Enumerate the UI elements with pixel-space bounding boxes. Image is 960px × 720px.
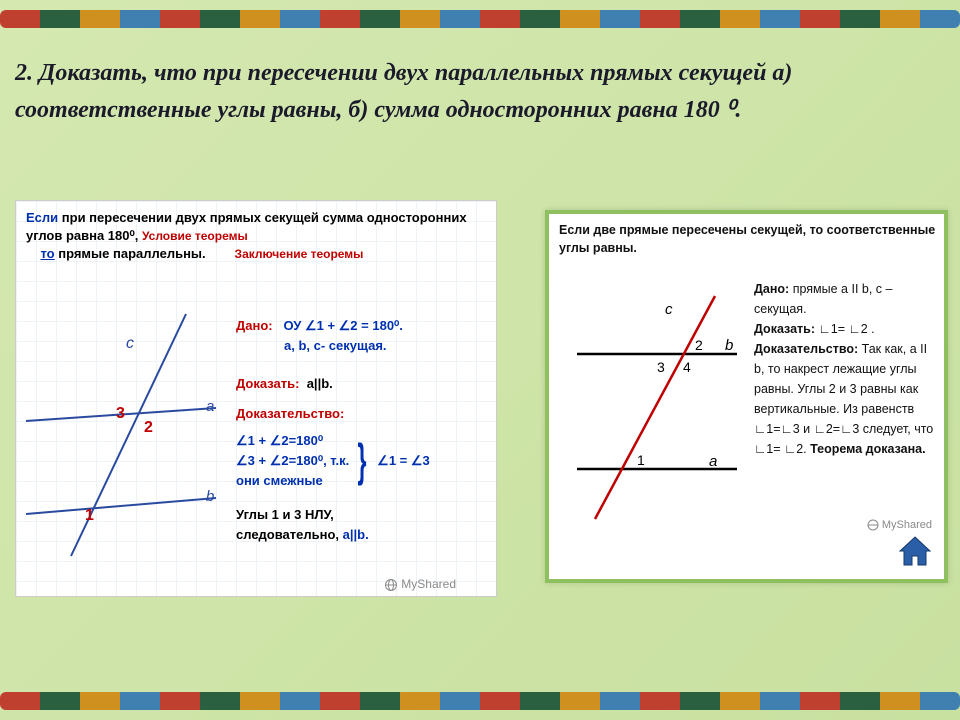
angle-2-right: 2 (695, 337, 703, 353)
angle-3-left: 3 (116, 405, 125, 422)
then-word: то (40, 246, 54, 261)
proof-line-2: ∠3 + ∠2=180⁰, т.к. (236, 451, 349, 471)
left-proof-block: Дано: ОУ ∠1 + ∠2 = 180⁰. a, b, c- секуща… (236, 316, 430, 545)
proof-line-1: ∠1 + ∠2=180⁰ (236, 431, 349, 451)
label-c-right: c (665, 301, 673, 318)
right-proof-label: Доказательство: (754, 342, 858, 356)
angle-3-right: 3 (657, 359, 665, 375)
right-prove: ∟1= ∟2 . (819, 322, 875, 336)
if-word: Если (26, 210, 58, 225)
right-watermark-text: MyShared (882, 519, 932, 531)
given-body: ОУ ∠1 + ∠2 = 180⁰. (283, 318, 402, 333)
angle-1-right: 1 (637, 452, 645, 468)
globe-icon (384, 578, 398, 592)
label-a-right: a (709, 453, 717, 470)
left-theorem-statement: Если при пересечении двух прямых секущей… (26, 209, 488, 264)
decorative-bottom-border (0, 692, 960, 710)
angle-1-left: 1 (85, 507, 94, 524)
right-prove-label: Доказать: (754, 322, 815, 336)
angle-2-left: 2 (144, 419, 153, 436)
right-footer-watermark: MyShared (867, 519, 932, 531)
main-problem-title: 2. Доказать, что при пересечении двух па… (15, 55, 945, 129)
nlu-line: Углы 1 и 3 НЛУ, (236, 507, 334, 522)
left-footer-watermark: MyShared (384, 577, 456, 592)
right-theorem-statement: Если две прямые пересечены секущей, то с… (559, 222, 936, 257)
left-statement-2: прямые параллельны. (58, 246, 205, 261)
condition-label: Условие теоремы (142, 229, 248, 243)
right-given-label: Дано: (754, 282, 789, 296)
prove-label: Доказать: (236, 376, 299, 391)
proof-angle-eq: ∠1 = ∠3 (377, 451, 430, 471)
home-icon[interactable] (896, 535, 934, 569)
decorative-top-border (0, 10, 960, 28)
label-b-right: b (725, 337, 733, 354)
prove-body: a||b. (307, 376, 333, 391)
angle-4-right: 4 (683, 359, 691, 375)
proof-label: Доказательство: (236, 406, 344, 421)
given-body-2: a, b, c- секущая. (284, 338, 387, 353)
globe-icon-right (867, 519, 879, 531)
proof-line-3: они смежные (236, 471, 349, 491)
therefore-word: следовательно, (236, 527, 343, 542)
left-panel: Если при пересечении двух прямых секущей… (15, 200, 497, 597)
right-proved: Теорема доказана. (810, 442, 925, 456)
label-a-left: a (206, 398, 214, 415)
label-c-left: c (126, 335, 134, 352)
given-label: Дано: (236, 318, 273, 333)
right-panel: Если две прямые пересечены секущей, то с… (545, 210, 948, 583)
left-watermark-text: MyShared (401, 577, 456, 591)
left-diagram: c a b 3 2 1 (16, 296, 236, 576)
label-b-left: b (206, 488, 214, 505)
right-proof-body: Так как, a II b, то накрест лежащие углы… (754, 342, 933, 456)
right-diagram: c b a 2 3 4 1 (557, 284, 752, 534)
right-proof-block: Дано: прямые a II b, c – секущая. Доказа… (754, 279, 936, 459)
therefore-concl: a||b. (343, 527, 369, 542)
conclusion-label: Заключение теоремы (235, 247, 364, 261)
